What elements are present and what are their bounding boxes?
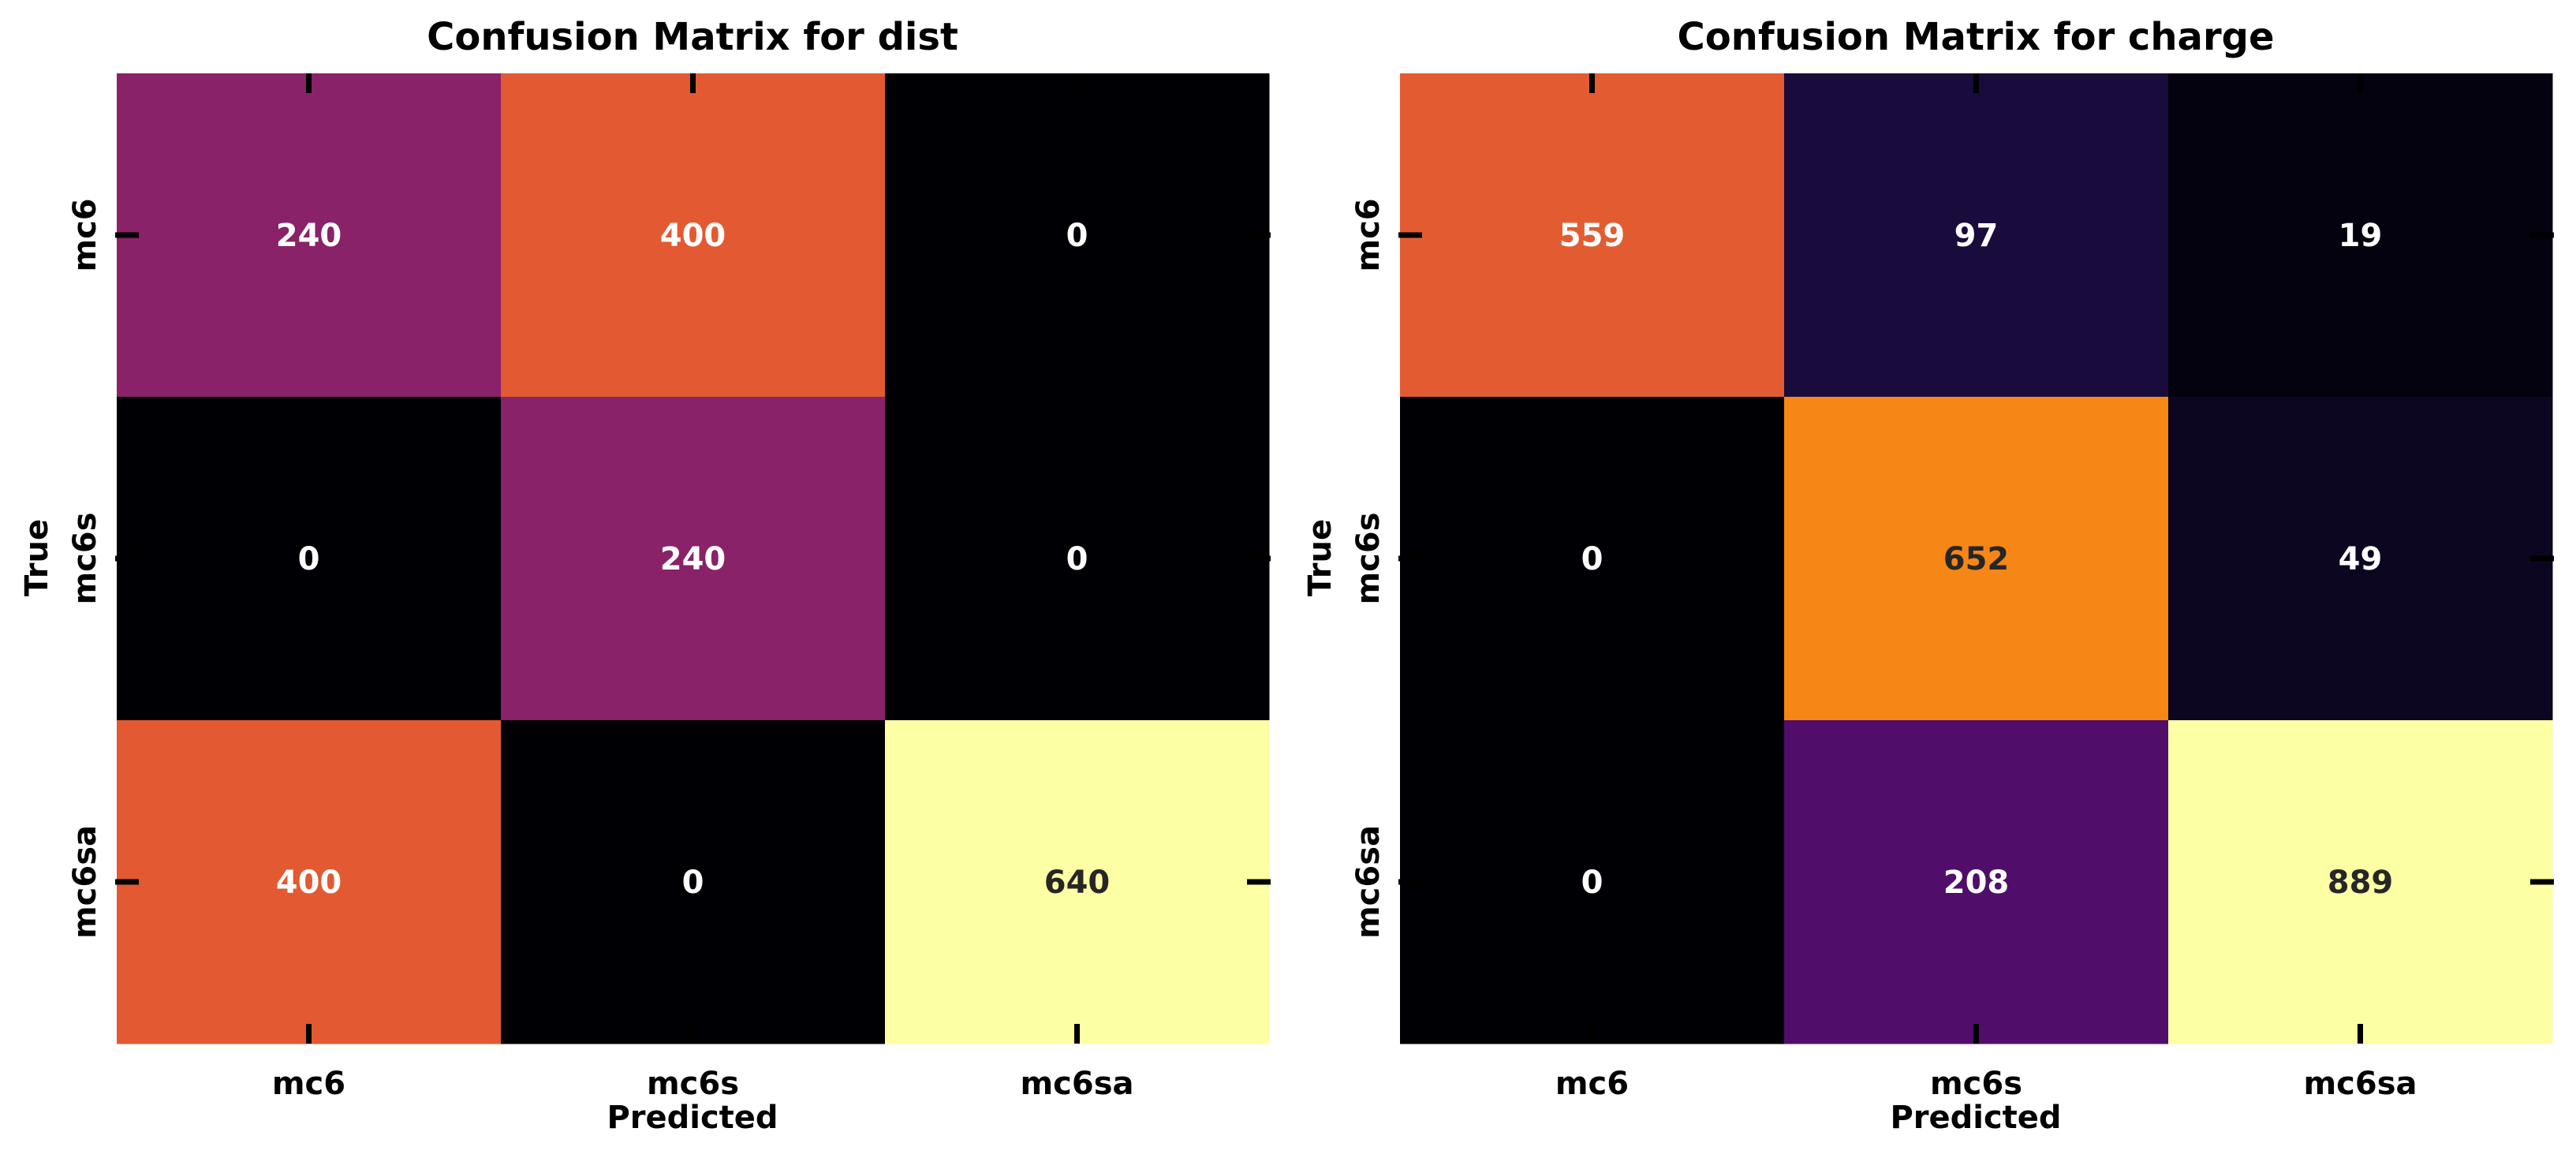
heatmap-cell (885, 73, 1270, 398)
cell-value-label: 240 (276, 218, 342, 254)
cell-value-label: 640 (1044, 865, 1111, 901)
axis-ticks (115, 73, 1271, 1044)
cell-value-label: 0 (682, 865, 704, 901)
y-tick-label: mc6s (1350, 512, 1387, 604)
y-tick-label: mc6 (1350, 198, 1387, 271)
y-tick-label: mc6sa (67, 825, 103, 939)
heatmap-cell (1784, 73, 2169, 398)
y-axis-label: True (19, 519, 55, 596)
y-axis-label: True (1302, 519, 1338, 596)
chart-title: Confusion Matrix for dist (427, 15, 958, 59)
y-tick-label: mc6 (67, 198, 103, 271)
cell-value-label: 0 (1066, 541, 1088, 577)
cell-value-label: 19 (2339, 218, 2383, 254)
x-tick-label: mc6sa (2303, 1066, 2417, 1102)
cell-value-label: 889 (2328, 865, 2394, 901)
y-tick-labels: mc6 mc6s mc6sa (1350, 198, 1387, 939)
cell-annotations: 559 97 19 0 652 49 0 208 889 (1559, 218, 2394, 901)
cell-value-label: 0 (1581, 541, 1603, 577)
x-tick-label: mc6s (1930, 1066, 2022, 1102)
x-tick-labels: mc6 mc6s mc6sa (1555, 1066, 2417, 1102)
x-tick-label: mc6sa (1020, 1066, 1133, 1102)
heatmap-cell (1400, 73, 1785, 398)
y-tick-label: mc6sa (1350, 825, 1387, 939)
heatmap-cell (1784, 397, 2169, 721)
cell-value-label: 0 (298, 541, 320, 577)
heatmap-cell (885, 720, 1270, 1044)
y-tick-label: mc6s (67, 512, 103, 604)
cell-value-label: 0 (1066, 218, 1088, 254)
y-tick-labels: mc6 mc6s mc6sa (67, 198, 103, 939)
x-tick-label: mc6s (647, 1066, 739, 1102)
cell-value-label: 652 (1943, 541, 2010, 577)
cell-value-label: 208 (1943, 865, 2010, 901)
x-tick-label: mc6 (1555, 1066, 1629, 1102)
x-axis-label: Predicted (1890, 1100, 2061, 1136)
axis-ticks (1398, 73, 2554, 1044)
cell-annotations: 240 400 0 0 240 0 400 0 640 (276, 218, 1111, 901)
cell-value-label: 240 (660, 541, 726, 577)
heatmap-panel-charge: Confusion Matrix for charge 559 97 19 0 652 4… (1302, 15, 2554, 1136)
x-axis-label: Predicted (607, 1100, 778, 1136)
cell-value-label: 49 (2339, 541, 2383, 577)
heatmap-cell (2168, 73, 2553, 398)
cell-value-label: 0 (1581, 865, 1603, 901)
heatmap-cell (1784, 720, 2169, 1044)
heatmap-cell (117, 73, 502, 398)
chart-title: Confusion Matrix for charge (1677, 15, 2274, 59)
heatmap-cell (1400, 397, 1785, 721)
cell-value-label: 97 (1954, 218, 1999, 254)
x-tick-label: mc6 (272, 1066, 345, 1102)
heatmap-panel-dist: Confusion Matrix for dist 240 400 0 0 240 0 40… (19, 15, 1271, 1136)
heatmap-cell (2168, 720, 2553, 1044)
cell-value-label: 400 (660, 218, 726, 254)
heatmap-cell (501, 397, 886, 721)
heatmap-cells (1400, 73, 2553, 1044)
heatmap-cell (1400, 720, 1785, 1044)
heatmap-cell (501, 720, 886, 1044)
heatmap-cell (117, 720, 502, 1044)
heatmap-cell (117, 397, 502, 721)
x-tick-labels: mc6 mc6s mc6sa (272, 1066, 1134, 1102)
cell-value-label: 559 (1559, 218, 1626, 254)
heatmap-cell (885, 397, 1270, 721)
cell-value-label: 400 (276, 865, 342, 901)
heatmap-cells (117, 73, 1270, 1044)
heatmap-cell (501, 73, 886, 398)
heatmap-cell (2168, 397, 2553, 721)
